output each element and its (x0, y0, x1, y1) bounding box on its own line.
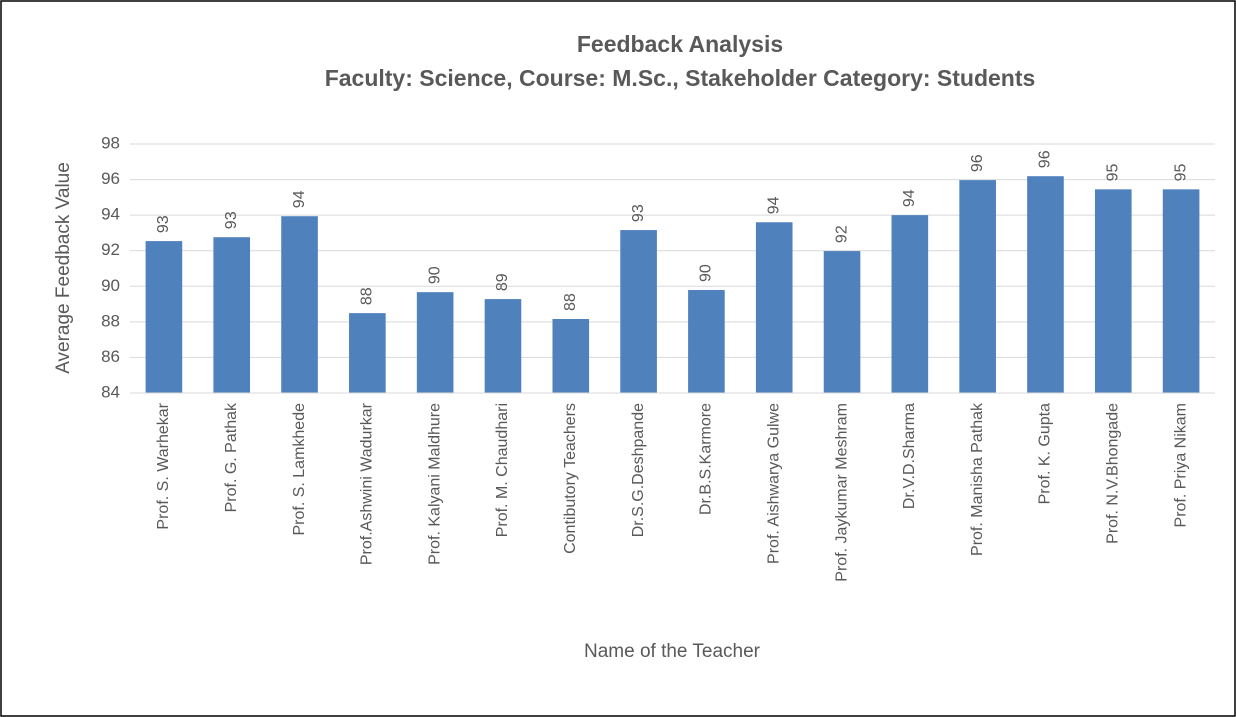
x-axis-label: Name of the Teacher (584, 641, 761, 662)
bar (959, 180, 996, 393)
data-label: 93 (223, 211, 240, 229)
bar (1162, 189, 1200, 393)
chart-title: Feedback Analysis (577, 31, 783, 57)
chart-subtitle: Faculty: Science, Course: M.Sc., Stakeho… (325, 65, 1036, 91)
bar (552, 319, 590, 393)
bar (823, 251, 861, 393)
x-tick-label: Prof. N.V.Bhongade (1105, 403, 1122, 544)
bar (484, 299, 522, 393)
y-tick-label: 84 (101, 382, 120, 401)
data-label: 88 (562, 293, 579, 311)
bar (1094, 189, 1132, 393)
x-tick-label: Prof. Kalyani Maldhure (426, 403, 443, 565)
bar (349, 313, 386, 393)
bar (281, 216, 318, 393)
y-tick-label: 92 (101, 240, 120, 259)
x-tick-label: Dr.S.G.Deshpande (630, 403, 647, 537)
x-tick-label: Prof. S. Lamkhede (291, 403, 308, 536)
x-tick-label: Prof. M. Chaudhari (494, 403, 511, 537)
bar (1027, 176, 1064, 393)
x-tick-label: Prof. Manisha Pathak (969, 402, 986, 556)
data-label: 89 (494, 273, 511, 291)
bar (891, 215, 929, 393)
y-tick-label: 86 (101, 347, 120, 366)
x-tick-label: Dr.B.S.Karmore (698, 403, 715, 515)
bar (688, 290, 725, 393)
bar (620, 230, 657, 393)
y-tick-label: 96 (101, 169, 120, 188)
data-label: 90 (698, 264, 715, 282)
x-tick-label: Prof. G. Pathak (223, 402, 240, 512)
data-label: 93 (630, 204, 647, 222)
x-tick-label: Dr.V.D.Sharma (901, 403, 918, 509)
data-label: 96 (969, 154, 986, 172)
bar (145, 241, 183, 393)
bar (755, 222, 793, 393)
data-label: 93 (155, 215, 172, 233)
x-tick-label: Prof. Jaykumar Meshram (833, 403, 850, 582)
x-tick-label: Prof. Aishwarya Gulwe (765, 403, 782, 564)
data-label: 94 (901, 189, 918, 207)
data-label: 95 (1172, 163, 1189, 181)
x-tick-label: Contibutory Teachers (562, 403, 579, 554)
data-label: 92 (833, 225, 850, 243)
y-tick-label: 90 (101, 276, 120, 295)
data-label: 94 (291, 190, 308, 208)
data-label: 95 (1105, 163, 1122, 181)
y-axis-label: Average Feedback Value (53, 162, 74, 374)
x-tick-label: Prof. Priya Nikam (1172, 403, 1189, 527)
data-label: 94 (765, 196, 782, 214)
bar (416, 292, 454, 393)
x-tick-label: Prof.Ashwini Wadurkar (359, 402, 376, 565)
y-tick-label: 98 (101, 133, 120, 152)
x-tick-label: Prof. K. Gupta (1037, 403, 1054, 504)
data-label: 88 (359, 287, 376, 305)
x-tick-label: Prof. S. Warhekar (155, 402, 172, 529)
data-label: 96 (1037, 150, 1054, 168)
y-tick-label: 94 (101, 205, 120, 224)
data-label: 90 (426, 266, 443, 284)
bar (213, 237, 251, 393)
y-tick-label: 88 (101, 311, 120, 330)
